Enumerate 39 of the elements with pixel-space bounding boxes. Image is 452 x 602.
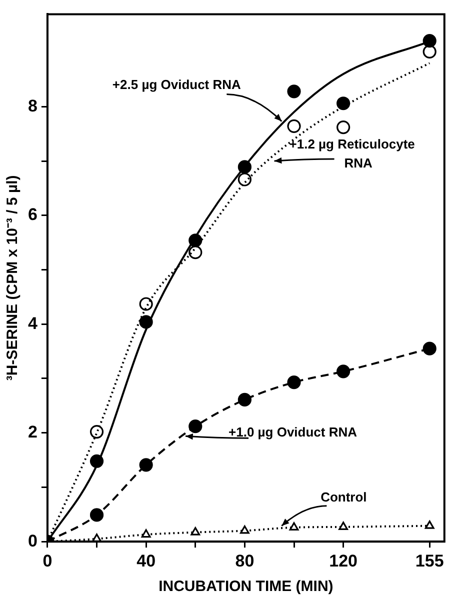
- point: [190, 527, 200, 536]
- point: [422, 342, 436, 356]
- point: [289, 522, 299, 531]
- x-tick-label: 120: [329, 551, 358, 570]
- point: [336, 120, 350, 134]
- point: [238, 392, 252, 406]
- point: [238, 172, 252, 186]
- point: [338, 522, 348, 530]
- point: [90, 508, 104, 522]
- point: [422, 34, 436, 48]
- point: [188, 246, 202, 260]
- point: [139, 458, 153, 472]
- y-tick-label: 8: [28, 96, 38, 116]
- y-axis-title: ³H-SERINE (CPM x 10⁻³ / 5 µl): [4, 175, 22, 381]
- x-tick-label: 40: [136, 551, 156, 570]
- annotation: +1.2 µg Reticulocyte RNA: [289, 136, 415, 171]
- point: [336, 96, 350, 110]
- point: [240, 525, 250, 534]
- y-tick-label: 4: [28, 314, 38, 333]
- y-tick-label: 2: [28, 422, 38, 442]
- y-tick-label: 6: [28, 205, 38, 224]
- annotation: +2.5 µg Oviduct RNA: [112, 76, 242, 92]
- point: [287, 84, 301, 98]
- point: [336, 364, 350, 378]
- point: [139, 297, 153, 311]
- x-tick-label: 0: [42, 551, 52, 570]
- point: [90, 424, 104, 439]
- annotation: Control: [320, 489, 367, 504]
- annotation: +1.0 µg Oviduct RNA: [228, 424, 358, 440]
- x-axis-title: INCUBATION TIME (MIN): [158, 578, 334, 596]
- point: [287, 375, 301, 390]
- point: [188, 420, 202, 434]
- point: [141, 529, 151, 538]
- point: [422, 44, 436, 59]
- x-tick-label: 155: [415, 551, 444, 570]
- x-tick-label: 80: [235, 551, 254, 570]
- point: [424, 520, 434, 529]
- y-tick-label: 0: [28, 531, 38, 550]
- point: [287, 119, 301, 134]
